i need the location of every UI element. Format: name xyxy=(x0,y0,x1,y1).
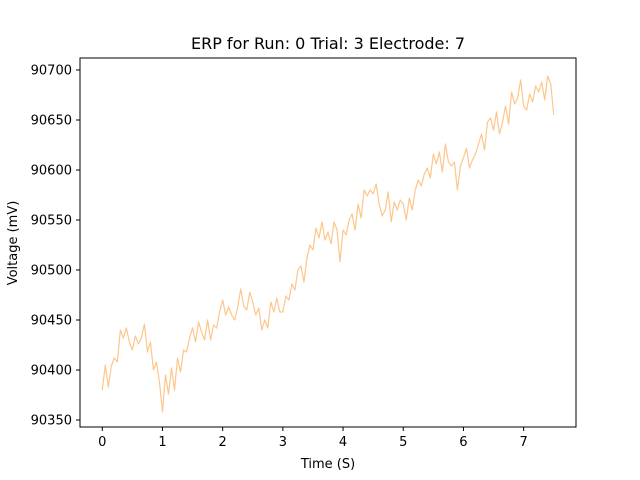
y-axis: 90350 90400 90450 90500 90550 90600 90650 90700 xyxy=(31,64,80,429)
y-axis-label: Voltage (mV) xyxy=(6,201,21,286)
x-tick-label: 5 xyxy=(399,435,407,450)
x-axis: 0 1 2 3 4 5 6 7 xyxy=(98,427,528,450)
y-tick-label: 90650 xyxy=(31,114,72,129)
y-tick-label: 90350 xyxy=(31,414,72,429)
y-tick-label: 90400 xyxy=(31,364,72,379)
plot-frame xyxy=(79,57,577,428)
x-tick-label: 6 xyxy=(459,435,467,450)
chart-title: ERP for Run: 0 Trial: 3 Electrode: 7 xyxy=(191,34,465,53)
x-tick-label: 4 xyxy=(339,435,347,450)
x-tick-label: 0 xyxy=(98,435,106,450)
y-tick-label: 90550 xyxy=(31,214,72,229)
y-tick-label: 90450 xyxy=(31,314,72,329)
x-tick-label: 2 xyxy=(219,435,227,450)
y-tick-label: 90500 xyxy=(31,264,72,279)
x-tick-label: 7 xyxy=(519,435,527,450)
series-line-0 xyxy=(101,75,555,413)
x-axis-label: Time (S) xyxy=(300,457,355,472)
plot-area xyxy=(101,75,555,413)
x-tick-label: 1 xyxy=(158,435,166,450)
x-tick-label: 3 xyxy=(279,435,287,450)
y-tick-label: 90600 xyxy=(31,164,72,179)
y-tick-label: 90700 xyxy=(31,64,72,79)
